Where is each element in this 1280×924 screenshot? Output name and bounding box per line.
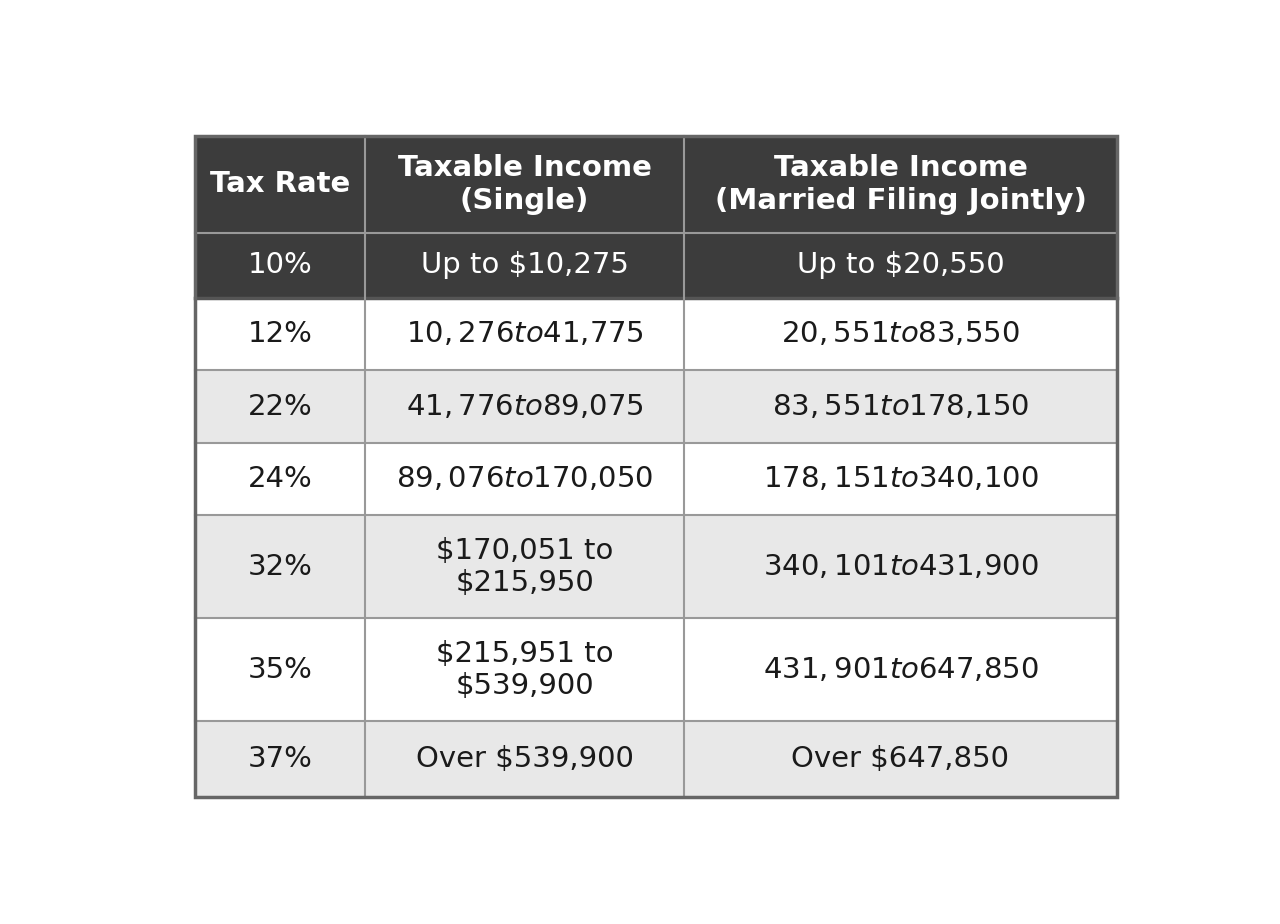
Text: 22%: 22%	[248, 393, 312, 420]
Text: Tax Rate: Tax Rate	[210, 170, 351, 199]
Text: Over $647,850: Over $647,850	[791, 746, 1010, 773]
Bar	[195, 516, 1117, 618]
Text: $89,076 to $170,050: $89,076 to $170,050	[396, 465, 653, 493]
Bar	[195, 618, 1117, 722]
Text: 35%: 35%	[247, 656, 312, 684]
Text: Up to $10,275: Up to $10,275	[421, 251, 628, 279]
Text: 12%: 12%	[247, 320, 312, 348]
Text: $431,901 to $647,850: $431,901 to $647,850	[763, 656, 1038, 684]
Bar	[195, 136, 1117, 298]
Text: 37%: 37%	[247, 746, 312, 773]
Text: $178,151 to $340,100: $178,151 to $340,100	[763, 465, 1038, 493]
Bar	[195, 443, 1117, 516]
Text: Taxable Income
(Single): Taxable Income (Single)	[398, 154, 652, 214]
Text: $170,051 to
$215,950: $170,051 to $215,950	[436, 537, 613, 597]
Text: Over $539,900: Over $539,900	[416, 746, 634, 773]
Text: $215,951 to
$539,900: $215,951 to $539,900	[435, 639, 613, 699]
Text: $10,276 to $41,775: $10,276 to $41,775	[406, 320, 644, 348]
Text: 24%: 24%	[248, 465, 312, 493]
Text: 10%: 10%	[248, 251, 312, 279]
Text: $41,776 to $89,075: $41,776 to $89,075	[406, 393, 644, 420]
Text: $340,101 to $431,900: $340,101 to $431,900	[763, 553, 1038, 581]
Text: Up to $20,550: Up to $20,550	[796, 251, 1005, 279]
Text: $20,551 to $83,550: $20,551 to $83,550	[781, 320, 1020, 348]
Text: Taxable Income
(Married Filing Jointly): Taxable Income (Married Filing Jointly)	[714, 154, 1087, 214]
Text: 32%: 32%	[247, 553, 312, 581]
Bar	[195, 722, 1117, 797]
Bar	[195, 371, 1117, 443]
Text: $83,551 to $178,150: $83,551 to $178,150	[772, 393, 1029, 420]
Bar	[195, 298, 1117, 371]
